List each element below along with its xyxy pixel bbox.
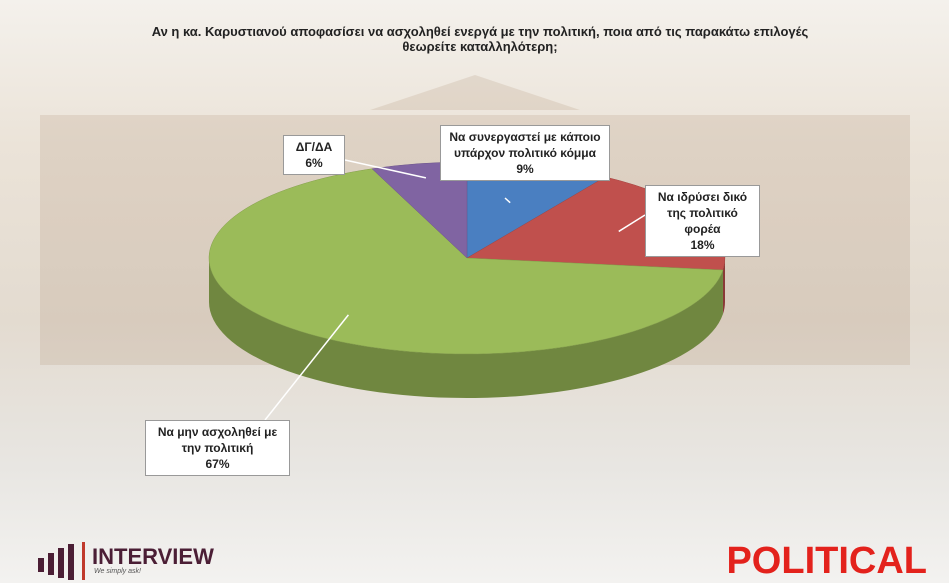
data-label: Να μην ασχοληθεί με την πολιτική 67% <box>145 420 290 476</box>
data-label: Να ιδρύσει δικό της πολιτικό φορέα 18% <box>645 185 760 257</box>
leader-line <box>344 159 427 179</box>
data-label: ΔΓ/ΔΑ 6% <box>283 135 345 175</box>
label-category: Να μην ασχοληθεί με την πολιτική <box>157 425 278 455</box>
leader-line <box>504 197 511 204</box>
slice-side <box>722 258 725 315</box>
label-category: ΔΓ/ΔΑ <box>295 140 333 154</box>
logo-tagline: We simply ask! <box>94 568 141 575</box>
label-value: 18% <box>690 238 715 252</box>
slice <box>208 168 724 355</box>
leader-line <box>618 214 646 233</box>
label-value: 9% <box>516 162 534 176</box>
data-label: Να συνεργαστεί με κάποιο υπάρχον πολιτικ… <box>440 125 610 181</box>
label-value: 6% <box>305 156 323 170</box>
label-value: 67% <box>205 457 230 471</box>
logo-right: POLITICAL <box>726 540 927 582</box>
logo-icon <box>38 542 85 580</box>
label-category: Να ιδρύσει δικό της πολιτικό φορέα <box>657 190 748 236</box>
chart-title: Αν η κα. Καρυστιανού αποφασίσει να ασχολ… <box>151 24 809 54</box>
slice-side <box>209 258 723 399</box>
label-category: Να συνεργαστεί με κάποιο υπάρχον πολιτικ… <box>449 130 601 160</box>
logo-left: INTERVIEW <box>92 544 214 569</box>
leader-line <box>264 314 349 421</box>
